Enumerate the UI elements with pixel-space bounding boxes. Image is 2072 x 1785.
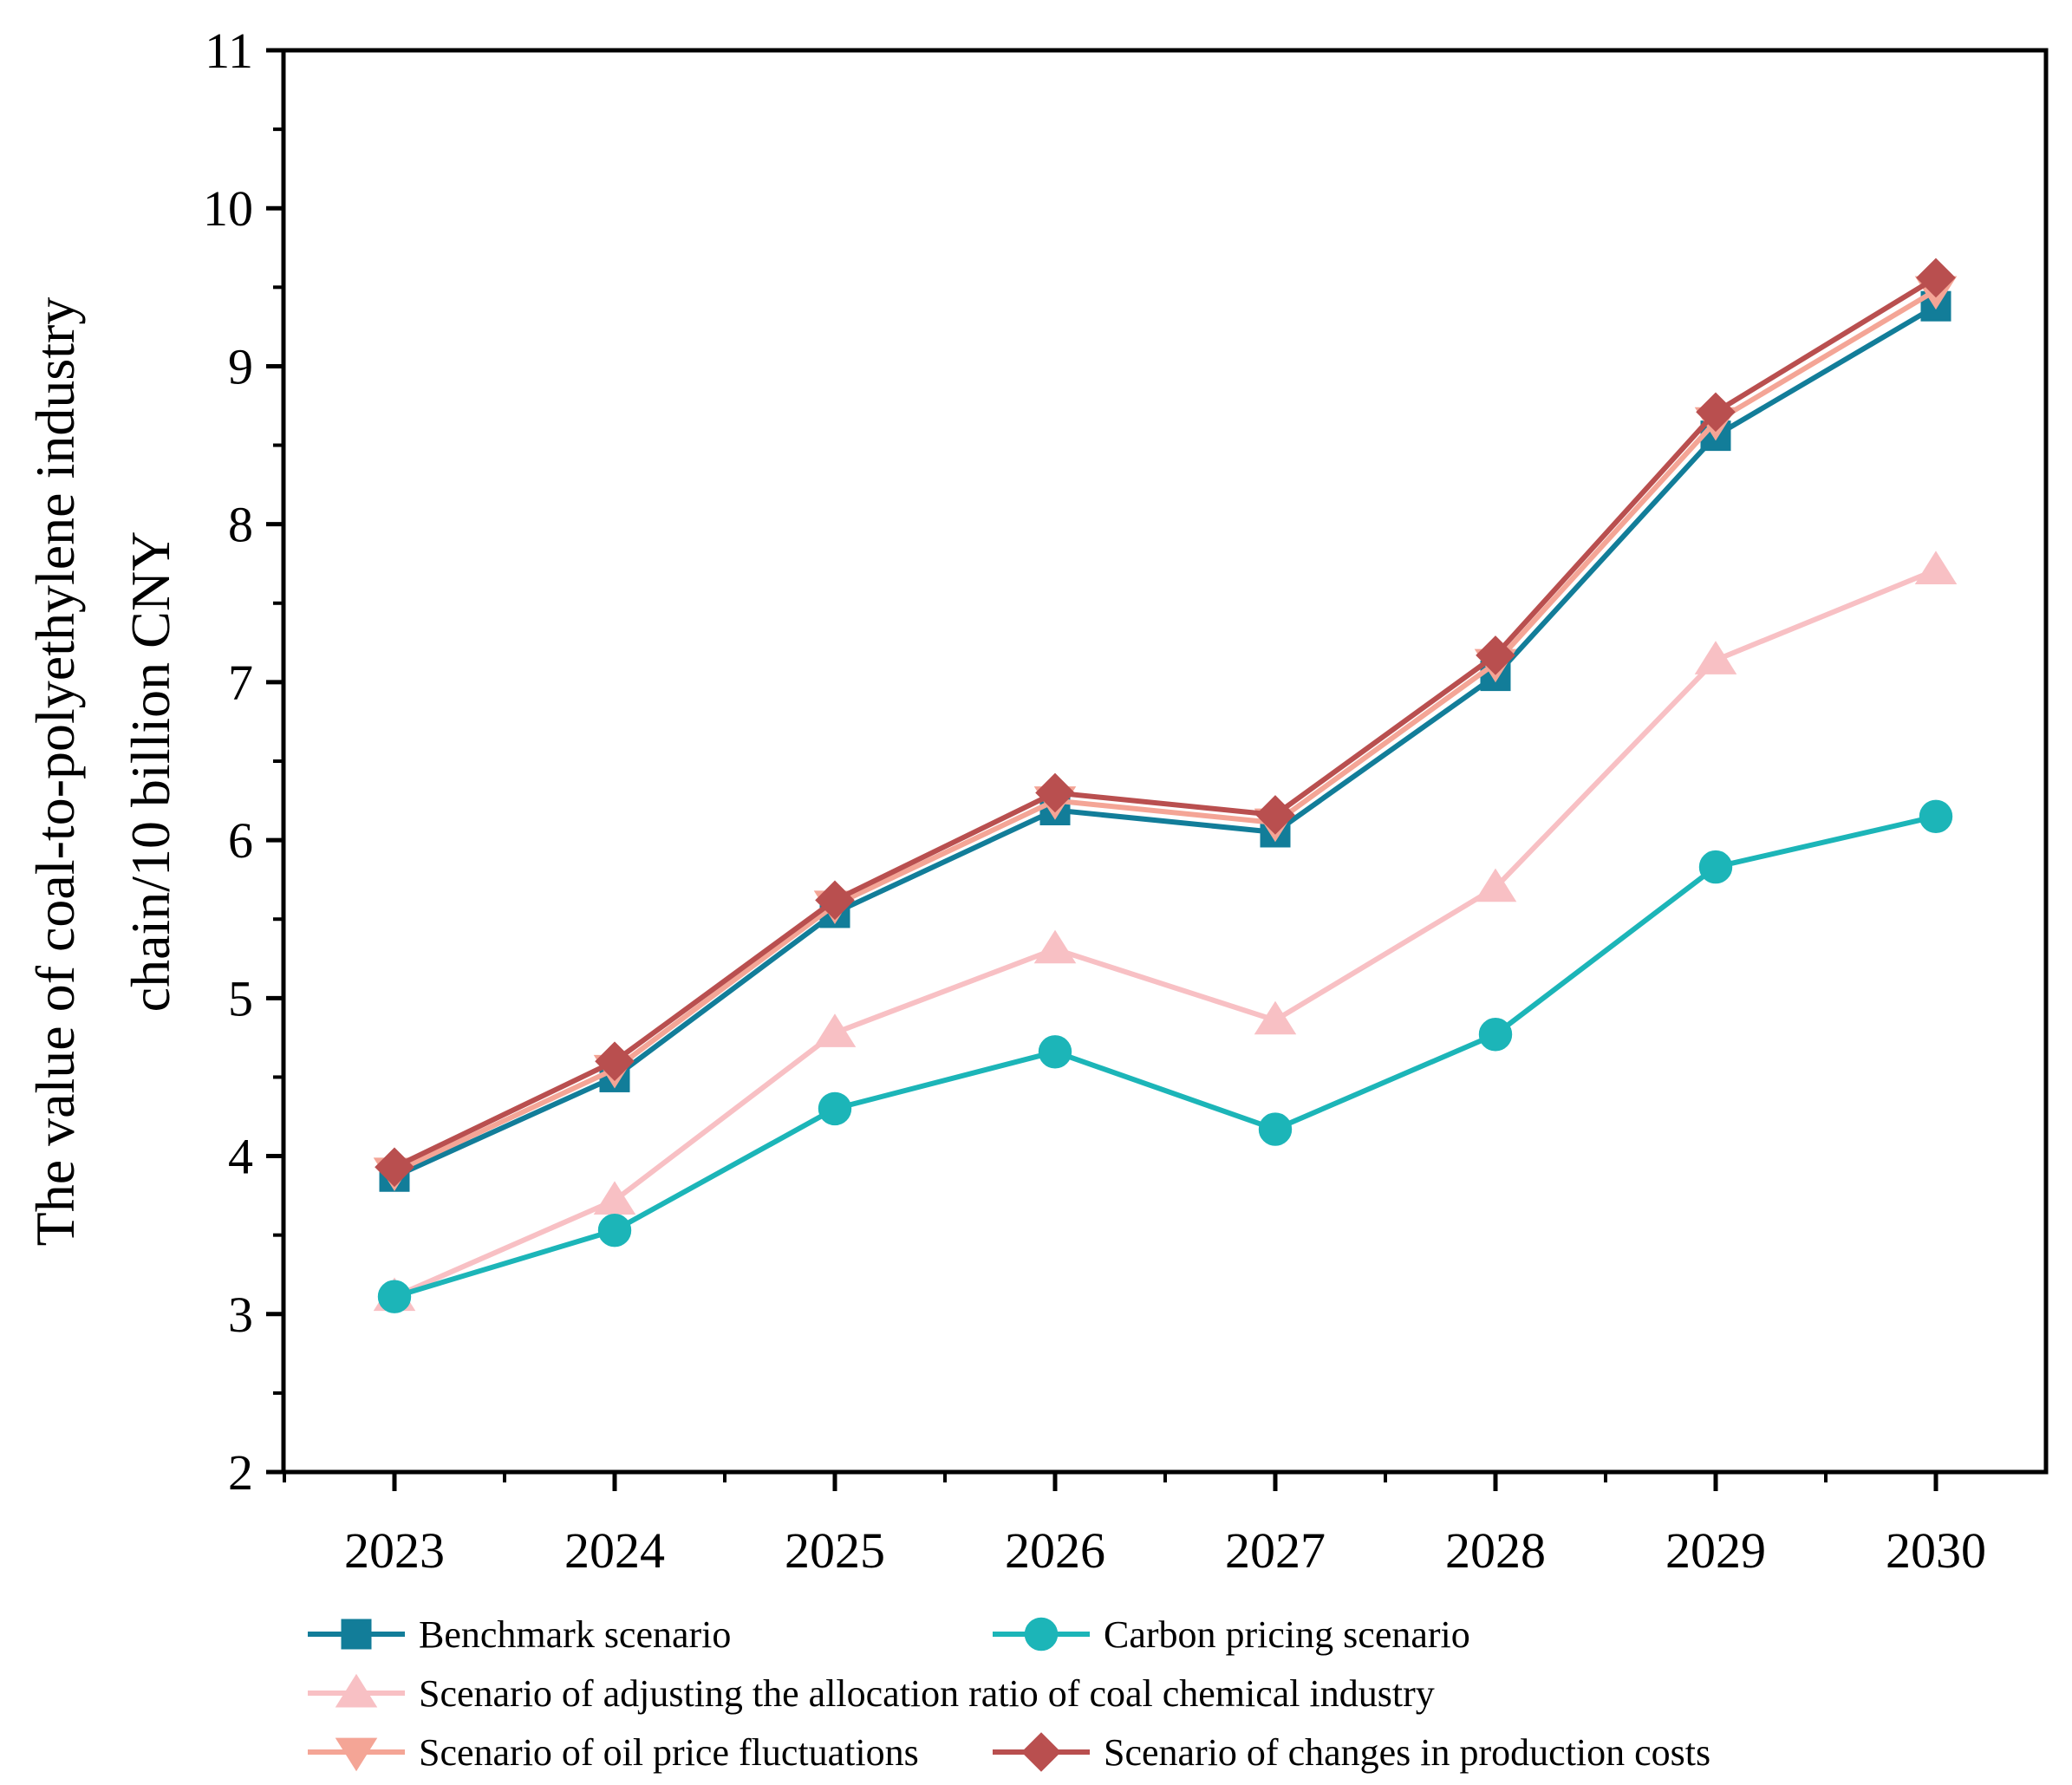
legend-label: Scenario of changes in production costs [1104,1731,1710,1774]
y-tick-label: 3 [228,1287,253,1343]
legend-marker [341,1619,372,1650]
legend-item: Scenario of oil price fluctuations [308,1731,919,1774]
series-line [393,567,1938,1300]
data-point [1258,1112,1293,1146]
series-3 [373,550,1958,1312]
y-tick-label: 8 [228,497,253,553]
legend-label: Scenario of oil price fluctuations [419,1731,919,1774]
legend-item: Scenario of changes in production costs [993,1731,1710,1774]
data-point [818,1091,852,1126]
series-2 [377,799,1953,1313]
x-axis: 2023 2024 2025 2026 2027 2028 2029 2030 [283,1472,1986,1579]
x-tick-label: 2025 [785,1522,885,1579]
series-5 [375,257,1956,1188]
y-tick-label: 10 [203,180,253,237]
x-tick-label: 2030 [1886,1522,1986,1579]
data-point [1696,392,1736,433]
legend-item: Scenario of adjusting the allocation rat… [308,1672,1435,1715]
legend-label: Scenario of adjusting the allocation rat… [419,1672,1435,1715]
legend-marker [1024,1617,1059,1651]
x-tick-label: 2026 [1005,1522,1105,1579]
legend: Benchmark scenario Carbon pricing scenari… [308,1613,1710,1774]
data-point [1476,635,1515,675]
y-axis: 2 3 4 5 6 7 8 9 10 11 [203,23,283,1501]
x-tick-label: 2023 [344,1522,445,1579]
y-tick-label: 7 [228,655,253,711]
series-line [393,288,1938,1175]
legend-marker [335,1673,378,1708]
series-line [393,275,1938,1170]
y-tick-label: 9 [228,338,253,394]
series-line [393,303,1938,1179]
plot-border [281,48,2049,1475]
data-point [375,1147,414,1188]
legend-item: Carbon pricing scenario [993,1613,1470,1656]
data-point [1916,257,1956,298]
data-point [1914,550,1958,584]
data-point [377,1280,412,1313]
y-tick-label: 5 [228,970,253,1026]
data-point [815,880,855,921]
data-point [1033,929,1077,964]
data-point [813,1013,857,1047]
y-axis-title-line-1: The value of coal-to-polyethylene indust… [24,297,86,1247]
legend-marker [1021,1732,1061,1772]
data-point [1254,1000,1297,1035]
data-point [1474,868,1517,902]
y-tick-label: 11 [205,23,253,79]
legend-item: Benchmark scenario [308,1613,731,1656]
data-point [595,1041,635,1082]
data-point [1478,1018,1513,1052]
legend-label: Benchmark scenario [419,1613,731,1656]
data-point [1919,799,1953,833]
data-point [597,1214,632,1248]
y-tick-label: 4 [228,1129,253,1185]
data-point [1038,1035,1072,1069]
x-tick-label: 2027 [1225,1522,1326,1579]
data-point [1694,641,1737,674]
x-tick-label: 2024 [564,1522,665,1579]
x-tick-label: 2029 [1665,1522,1766,1579]
data-point [1035,772,1075,813]
y-tick-label: 2 [228,1444,253,1501]
series-line [394,813,1937,1300]
data-point [1255,795,1295,835]
legend-marker [335,1737,378,1772]
data-point [1698,850,1733,884]
y-tick-label: 6 [228,812,253,869]
legend-label: Carbon pricing scenario [1104,1613,1470,1656]
y-axis-title: The value of coal-to-polyethylene indust… [24,297,181,1247]
y-axis-title-line-2: chain/10 billion CNY [120,531,181,1013]
series-layer [373,257,1958,1313]
x-tick-label: 2028 [1445,1522,1546,1579]
plot-frame [281,48,2049,1475]
